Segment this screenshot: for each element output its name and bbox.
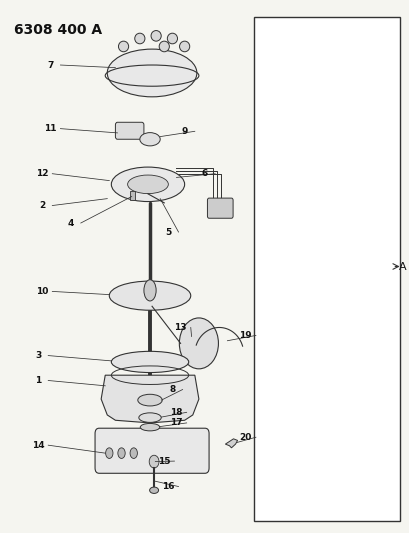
- Text: 14: 14: [31, 441, 44, 450]
- Ellipse shape: [159, 41, 169, 52]
- Ellipse shape: [140, 423, 160, 431]
- Ellipse shape: [137, 394, 162, 406]
- FancyBboxPatch shape: [207, 198, 233, 218]
- Ellipse shape: [130, 448, 137, 458]
- Text: 4: 4: [67, 219, 74, 228]
- Ellipse shape: [111, 351, 188, 373]
- Text: 15: 15: [157, 457, 170, 466]
- FancyBboxPatch shape: [95, 428, 209, 473]
- Text: 6: 6: [201, 169, 208, 178]
- Text: 19: 19: [239, 331, 252, 340]
- Ellipse shape: [106, 448, 113, 458]
- Text: 16: 16: [162, 482, 174, 491]
- Ellipse shape: [179, 41, 189, 52]
- Ellipse shape: [135, 33, 144, 44]
- Text: 20: 20: [239, 433, 251, 442]
- Ellipse shape: [139, 413, 161, 422]
- Ellipse shape: [118, 41, 128, 52]
- Ellipse shape: [107, 49, 196, 97]
- Circle shape: [149, 455, 159, 468]
- Ellipse shape: [167, 33, 177, 44]
- Text: 8: 8: [169, 385, 175, 394]
- FancyBboxPatch shape: [115, 122, 144, 139]
- Ellipse shape: [149, 487, 158, 494]
- Circle shape: [179, 318, 218, 369]
- Text: 3: 3: [35, 351, 41, 360]
- Text: 6308 400 A: 6308 400 A: [13, 22, 101, 37]
- Text: 7: 7: [47, 61, 53, 69]
- Text: 1: 1: [35, 376, 41, 385]
- Text: 11: 11: [44, 124, 56, 133]
- Ellipse shape: [139, 133, 160, 146]
- Text: A: A: [398, 262, 406, 271]
- Ellipse shape: [111, 167, 184, 201]
- Ellipse shape: [127, 175, 168, 193]
- Polygon shape: [101, 375, 198, 423]
- Text: 12: 12: [36, 169, 48, 178]
- Text: 17: 17: [170, 418, 182, 427]
- Ellipse shape: [109, 281, 190, 310]
- Polygon shape: [225, 439, 237, 448]
- Bar: [253, 17, 400, 521]
- Text: 13: 13: [174, 323, 187, 332]
- Text: 2: 2: [39, 201, 45, 210]
- Ellipse shape: [144, 280, 156, 301]
- Ellipse shape: [151, 30, 161, 41]
- Text: 9: 9: [181, 127, 187, 136]
- Text: 18: 18: [170, 408, 182, 417]
- Bar: [130, 191, 135, 200]
- Text: 10: 10: [36, 287, 48, 296]
- Ellipse shape: [117, 448, 125, 458]
- Text: 5: 5: [165, 228, 171, 237]
